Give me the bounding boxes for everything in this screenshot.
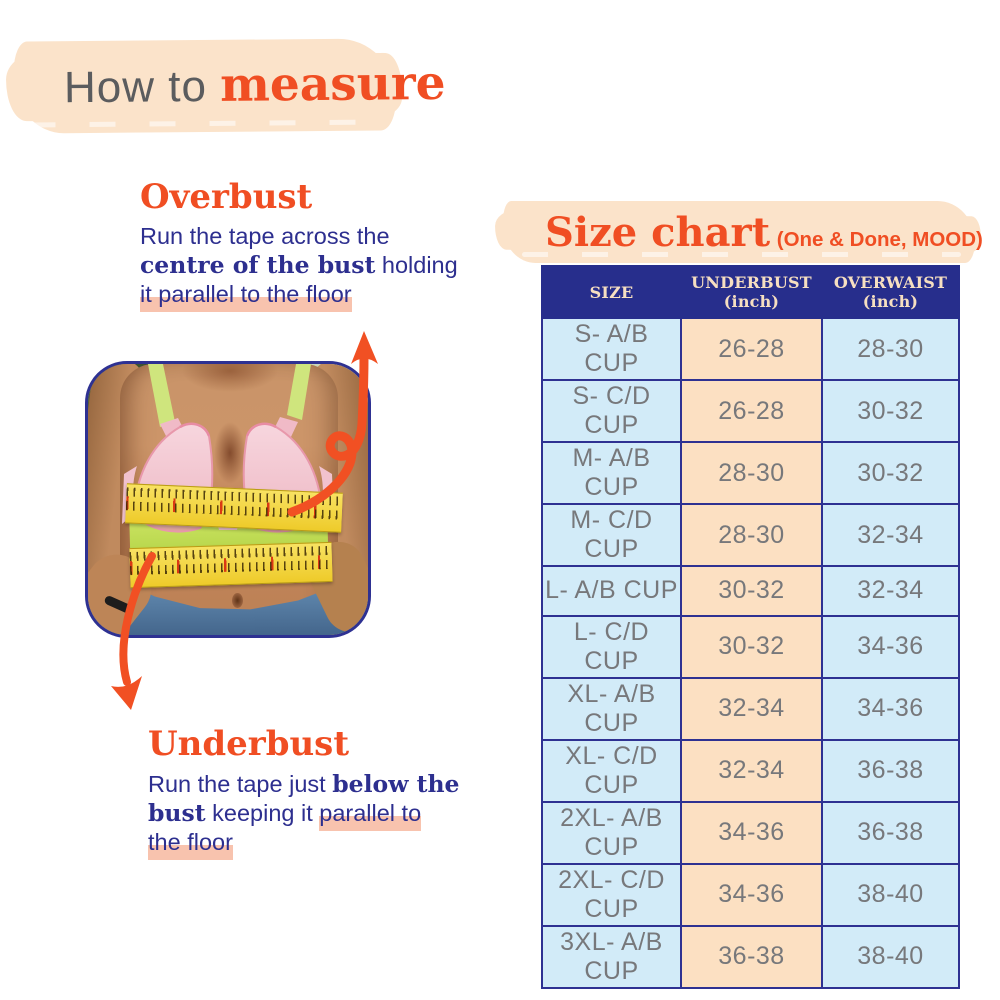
overbust-heading: Overbust (140, 177, 313, 217)
underbust-cell: 34-36 (680, 800, 823, 865)
table-row: L- C/D CUP 30-32 34-36 (541, 614, 960, 679)
overwaist-cell: 32-34 (821, 565, 960, 617)
underbust-line2-mid: keeping it (205, 800, 320, 826)
size-cell: S- C/D CUP (541, 379, 682, 443)
overwaist-cell: 28-30 (821, 317, 960, 381)
overwaist-cell: 38-40 (821, 924, 960, 989)
underbust-cell: 28-30 (680, 503, 823, 567)
table-row: M- C/D CUP 28-30 32-34 (541, 503, 960, 567)
page-title-prefix: How to (63, 61, 221, 113)
underbust-cell: 28-30 (680, 441, 823, 505)
table-row: M- A/B CUP 28-30 30-32 (541, 441, 960, 505)
overbust-description: Run the tape across the centre of the bus… (140, 222, 470, 312)
underbust-cell: 36-38 (680, 924, 823, 989)
table-row: S- A/B CUP 26-28 28-30 (541, 317, 960, 381)
underbust-description: Run the tape just below the bust keeping … (148, 770, 488, 860)
size-chart-title: Size chart (One & Done, MOOD) (503, 201, 983, 256)
underbust-line2-highlighted: parallel to (319, 800, 422, 831)
size-cell: S- A/B CUP (541, 317, 682, 381)
size-cell: M- C/D CUP (541, 503, 682, 567)
left-green-strap (148, 364, 175, 427)
size-chart-brush-stroke: Size chart (One & Done, MOOD) (503, 201, 983, 263)
size-cell: M- A/B CUP (541, 441, 682, 505)
overwaist-cell: 36-38 (821, 738, 960, 803)
overbust-line2-bold: centre of the bust (140, 251, 376, 279)
overwaist-cell: 34-36 (821, 676, 960, 741)
measurement-photo (85, 361, 371, 638)
navel (232, 593, 243, 608)
size-cell: 3XL- A/B CUP (541, 924, 682, 989)
underbust-cell: 26-28 (680, 379, 823, 443)
overwaist-cell: 30-32 (821, 379, 960, 443)
page-title-highlight: measure (219, 55, 446, 113)
underbust-line2-bold: bust (148, 799, 206, 827)
underbust-cell: 26-28 (680, 317, 823, 381)
table-row: 2XL- C/D CUP 34-36 38-40 (541, 862, 960, 927)
underbust-line3-highlighted: the floor (148, 829, 233, 860)
overwaist-cell: 36-38 (821, 800, 960, 865)
size-cell: XL- C/D CUP (541, 738, 682, 803)
overwaist-cell: 38-40 (821, 862, 960, 927)
overbust-line1: Run the tape across the (140, 223, 390, 249)
underbust-line1-pre: Run the tape just (148, 771, 333, 797)
table-row: 3XL- A/B CUP 36-38 38-40 (541, 924, 960, 989)
size-cell: L- A/B CUP (541, 565, 682, 617)
table-row: XL- C/D CUP 32-34 36-38 (541, 738, 960, 803)
underbust-cell: 32-34 (680, 738, 823, 803)
underbust-cell: 30-32 (680, 614, 823, 679)
overbust-arrowhead (351, 331, 378, 364)
table-row: XL- A/B CUP 32-34 34-36 (541, 676, 960, 741)
underbust-cell: 30-32 (680, 565, 823, 617)
size-chart-table: SIZE UNDERBUST (inch) OVERWAIST (inch) S… (541, 265, 960, 989)
table-header-row: SIZE UNDERBUST (inch) OVERWAIST (inch) (541, 265, 960, 319)
table-row: 2XL- A/B CUP 34-36 36-38 (541, 800, 960, 865)
overwaist-cell: 32-34 (821, 503, 960, 567)
size-chart-title-main: Size chart (545, 209, 771, 256)
table-row: L- A/B CUP 30-32 32-34 (541, 565, 960, 617)
right-green-strap (287, 364, 311, 420)
size-cell: L- C/D CUP (541, 614, 682, 679)
underbust-line1-bold: below the (332, 770, 460, 798)
column-header-size: SIZE (541, 265, 682, 319)
underbust-arrowhead (111, 676, 142, 710)
size-cell: 2XL- A/B CUP (541, 800, 682, 865)
column-header-overwaist: OVERWAIST (inch) (821, 265, 960, 319)
size-cell: 2XL- C/D CUP (541, 862, 682, 927)
underbust-cell: 32-34 (680, 676, 823, 741)
overwaist-cell: 30-32 (821, 441, 960, 505)
size-chart-title-sub: (One & Done, MOOD) (776, 228, 983, 251)
overwaist-cell: 34-36 (821, 614, 960, 679)
overbust-line2-rest: holding (375, 252, 458, 278)
column-header-underbust: UNDERBUST (inch) (680, 265, 823, 319)
underbust-heading: Underbust (148, 724, 350, 764)
underbust-cell: 34-36 (680, 862, 823, 927)
size-cell: XL- A/B CUP (541, 676, 682, 741)
title-brush-stroke: How to measure (13, 38, 446, 134)
table-row: S- C/D CUP 26-28 30-32 (541, 379, 960, 443)
page-title: How to measure (14, 38, 446, 114)
overbust-line3-highlighted: it parallel to the floor (140, 281, 352, 312)
underbust-measuring-tape (129, 541, 333, 589)
